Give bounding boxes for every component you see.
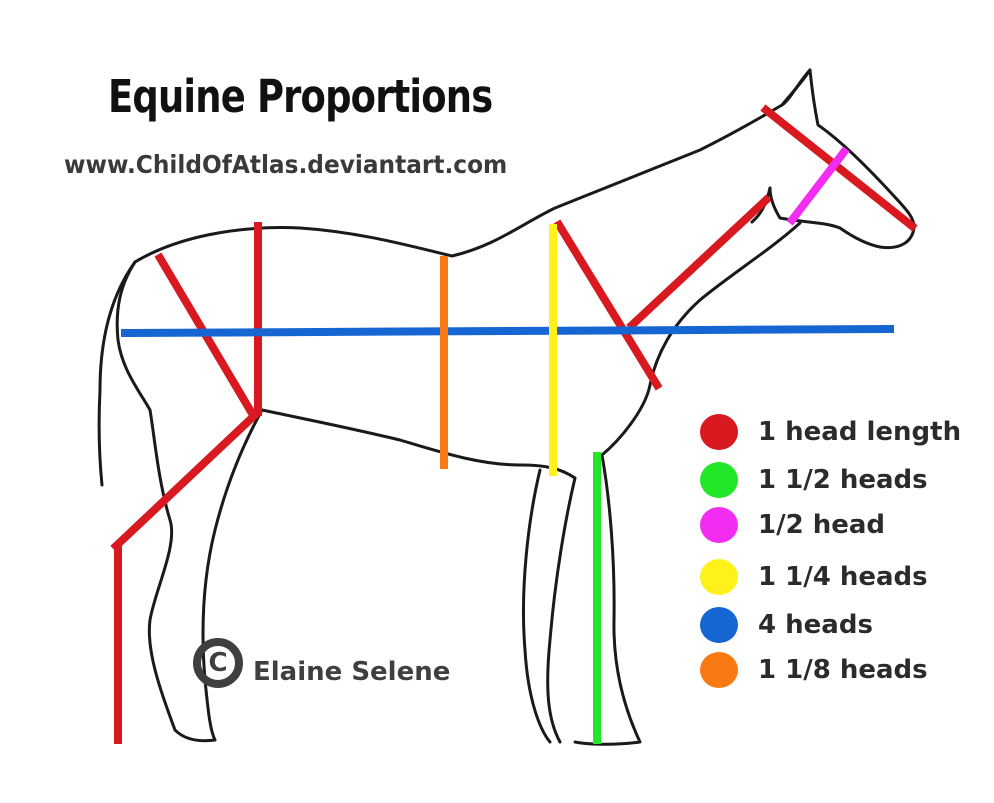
legend-label: 1 head length (758, 417, 962, 447)
legend-item-one-and-quarter-heads: 1 1/4 heads (700, 557, 928, 597)
line-neck (626, 194, 772, 331)
legend-swatch (700, 652, 738, 688)
legend-label: 1/2 head (758, 510, 886, 540)
line-half-head (786, 146, 850, 226)
legend-item-head-length: 1 head length (700, 412, 961, 452)
artist-credit: C Elaine Selene (193, 631, 450, 695)
legend-swatch (700, 507, 738, 543)
legend-swatch (700, 607, 738, 643)
legend-item-one-and-half-heads: 1 1/2 heads (700, 460, 928, 500)
artist-name: Elaine Selene (253, 657, 451, 687)
legend-swatch (700, 559, 738, 595)
legend-label: 1 1/2 heads (758, 465, 928, 495)
legend-label: 4 heads (758, 610, 873, 640)
legend-item-four-heads: 4 heads (700, 605, 873, 645)
website-url: www.ChildOfAtlas.deviantart.com (64, 150, 508, 179)
legend-label: 1 1/8 heads (758, 655, 928, 685)
legend-swatch (700, 462, 738, 498)
legend-item-half-head: 1/2 head (700, 505, 885, 545)
line-head-length (760, 104, 918, 232)
line-thigh (110, 409, 261, 552)
page-title: Equine Proportions (108, 70, 493, 123)
proportion-lines (110, 104, 918, 744)
legend-label: 1 1/4 heads (758, 562, 928, 592)
legend-swatch (700, 414, 738, 450)
copyright-icon: C (193, 638, 243, 688)
line-body-length (120, 324, 895, 338)
legend-item-one-and-eighth-heads: 1 1/8 heads (700, 650, 928, 690)
line-shoulder (553, 219, 663, 391)
